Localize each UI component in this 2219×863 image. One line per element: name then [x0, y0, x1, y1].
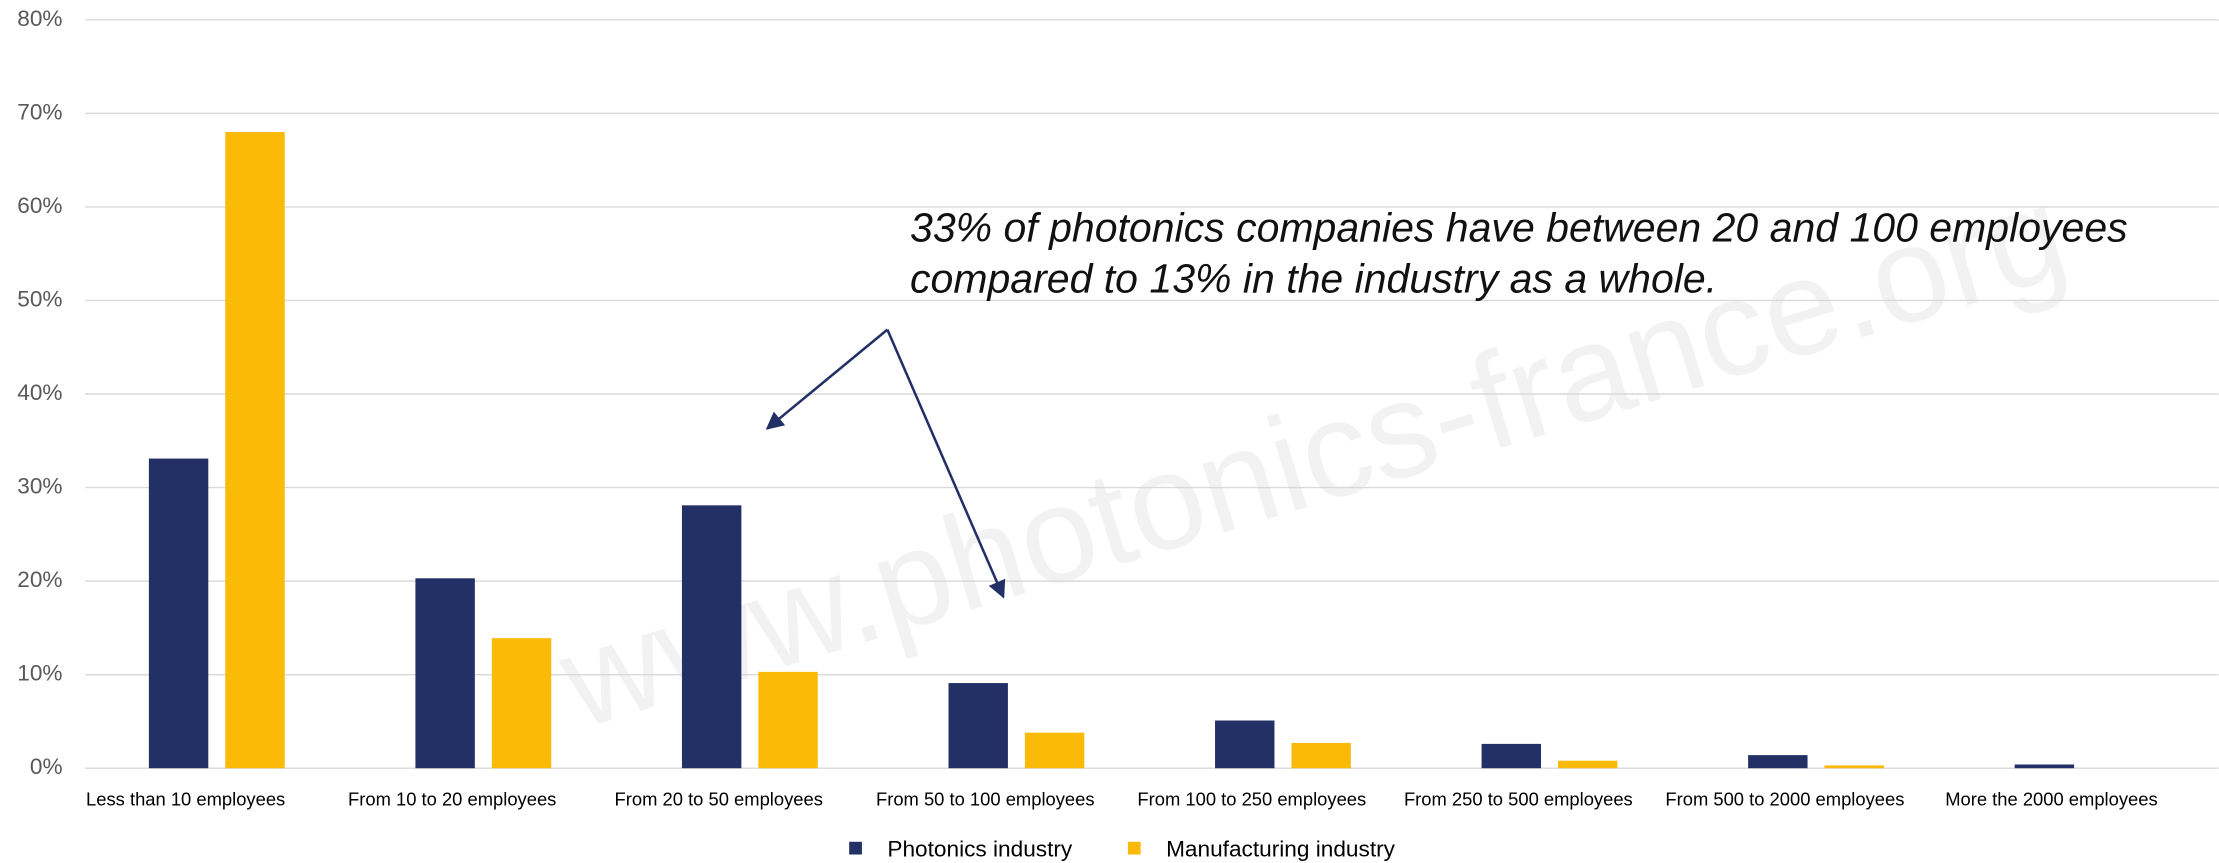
legend-label: Photonics industry — [887, 836, 1073, 861]
plot: 0% 10% 20% 30% 40% 50% 60% 70% 80% Less than 10 e… — [17, 6, 2219, 861]
bar — [415, 578, 475, 769]
legend-label: Manufacturing industry — [1166, 836, 1396, 861]
bar — [1291, 742, 1351, 769]
y-tick-label: 50% — [17, 286, 62, 311]
arrow — [886, 329, 1006, 599]
bar — [491, 638, 552, 769]
annotation: 33% of photonics companies have between … — [910, 204, 2128, 250]
y-tick-label: 70% — [17, 99, 62, 124]
legend-swatch — [849, 841, 862, 855]
y-tick-label: 30% — [17, 474, 62, 499]
x-tick-label: From 20 to 50 employees — [615, 789, 823, 810]
y-tick-label: 10% — [17, 661, 62, 686]
x-tick-label: From 50 to 100 employees — [876, 789, 1095, 810]
bar — [681, 505, 742, 769]
y-tick-label: 80% — [17, 6, 62, 31]
bar — [948, 683, 1008, 769]
bar — [1215, 720, 1275, 769]
y-tick-label: 60% — [17, 193, 62, 218]
bar — [1748, 755, 1808, 769]
x-tick-label: From 500 to 2000 employees — [1665, 789, 1904, 810]
bar — [1481, 743, 1541, 769]
annotation: compared to 13% in the industry as a who… — [910, 255, 1717, 301]
y-tick-label: 0% — [30, 754, 63, 779]
x-tick-label: More the 2000 employees — [1945, 789, 2157, 810]
x-tick-label: Less than 10 employees — [86, 789, 285, 810]
bar — [1024, 732, 1085, 769]
x-tick-label: From 100 to 250 employees — [1137, 789, 1366, 810]
bar — [758, 671, 818, 769]
bar — [2014, 764, 2075, 769]
bar — [1557, 760, 1618, 769]
y-tick-label: 40% — [17, 380, 62, 405]
y-tick-label: 20% — [17, 567, 62, 592]
arrow — [765, 328, 889, 430]
bar — [148, 458, 209, 769]
x-tick-label: From 10 to 20 employees — [348, 789, 556, 810]
bar — [1824, 765, 1884, 769]
legend-swatch — [1127, 841, 1141, 855]
x-tick-label: From 250 to 500 employees — [1404, 789, 1633, 810]
bar — [225, 132, 285, 769]
